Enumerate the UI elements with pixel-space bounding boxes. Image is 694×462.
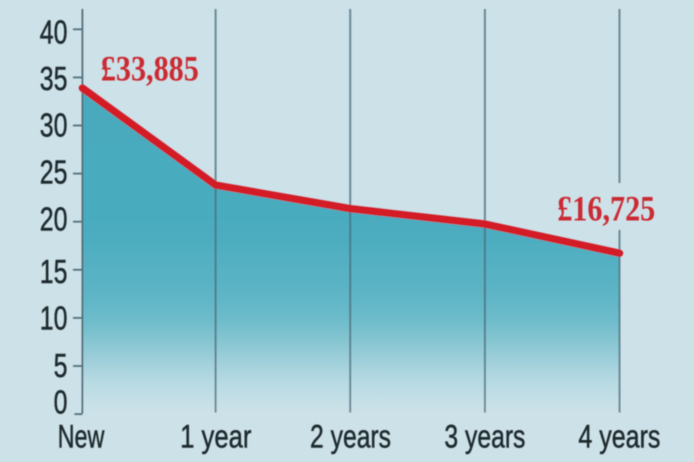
svg-text:2 years: 2 years: [310, 419, 391, 455]
svg-text:20: 20: [40, 202, 68, 238]
svg-text:4 years: 4 years: [578, 419, 660, 455]
svg-text:1 year: 1 year: [180, 419, 252, 456]
svg-text:£33,885: £33,885: [101, 50, 199, 89]
svg-text:0: 0: [54, 385, 68, 421]
svg-text:5: 5: [54, 349, 68, 385]
svg-text:25: 25: [40, 155, 68, 191]
svg-text:10: 10: [40, 301, 68, 337]
svg-text:35: 35: [40, 62, 68, 98]
svg-text:3 years: 3 years: [444, 419, 525, 455]
svg-text:40: 40: [40, 15, 68, 51]
svg-text:30: 30: [40, 108, 68, 144]
svg-text:£16,725: £16,725: [557, 190, 655, 229]
svg-text:New: New: [58, 418, 105, 455]
svg-text:15: 15: [40, 255, 68, 291]
